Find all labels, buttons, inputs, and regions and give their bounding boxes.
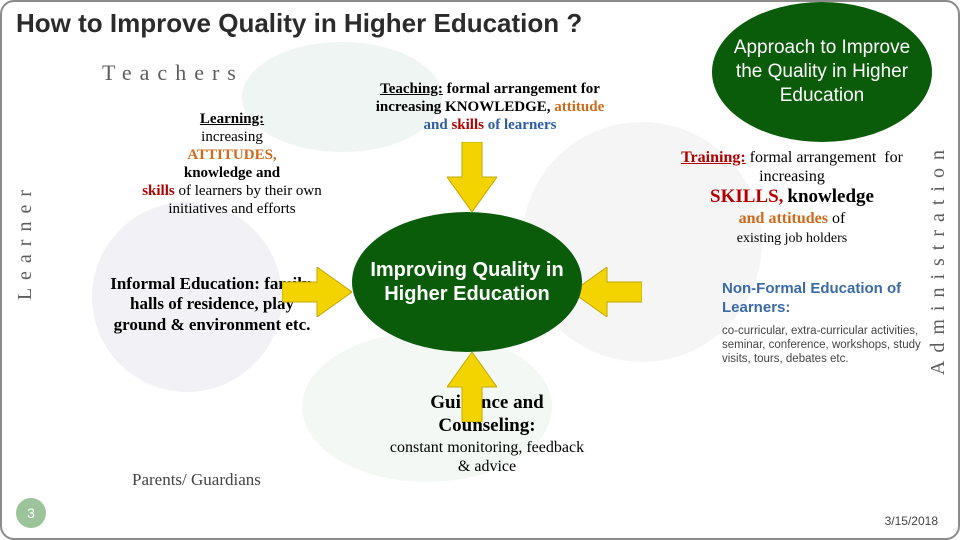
slide: How to Improve Quality in Higher Educati…: [0, 0, 960, 540]
approach-oval-text: Approach to Improve the Quality in Highe…: [720, 36, 924, 107]
label-teachers: Teachers: [102, 60, 244, 86]
nonformal-body: co-curricular, extra-curricular activiti…: [722, 324, 932, 367]
text-learning: Learning:increasingATTITUDES,knowledge a…: [122, 110, 342, 218]
center-oval: Improving Quality in Higher Education: [352, 212, 582, 352]
slide-date: 3/15/2018: [885, 514, 938, 528]
text-training: Training: formal arrangement for increas…: [652, 148, 932, 248]
center-oval-text: Improving Quality in Higher Education: [362, 258, 572, 306]
nonformal-heading: Non-Formal Education of Learners:: [722, 280, 932, 318]
label-learner: Learner: [14, 182, 37, 300]
arrow-right-icon: [282, 267, 352, 317]
text-teaching: Teaching: formal arrangement for increas…: [370, 80, 610, 134]
text-parents: Parents/ Guardians: [132, 470, 261, 490]
page-title: How to Improve Quality in Higher Educati…: [16, 8, 582, 39]
arrow-down-icon: [447, 142, 497, 212]
approach-oval: Approach to Improve the Quality in Highe…: [712, 2, 932, 142]
text-nonformal: Non-Formal Education of Learners: co-cur…: [722, 280, 932, 367]
page-number: 3: [16, 498, 46, 528]
arrow-left-icon: [572, 267, 642, 317]
arrow-up-icon: [447, 352, 497, 422]
